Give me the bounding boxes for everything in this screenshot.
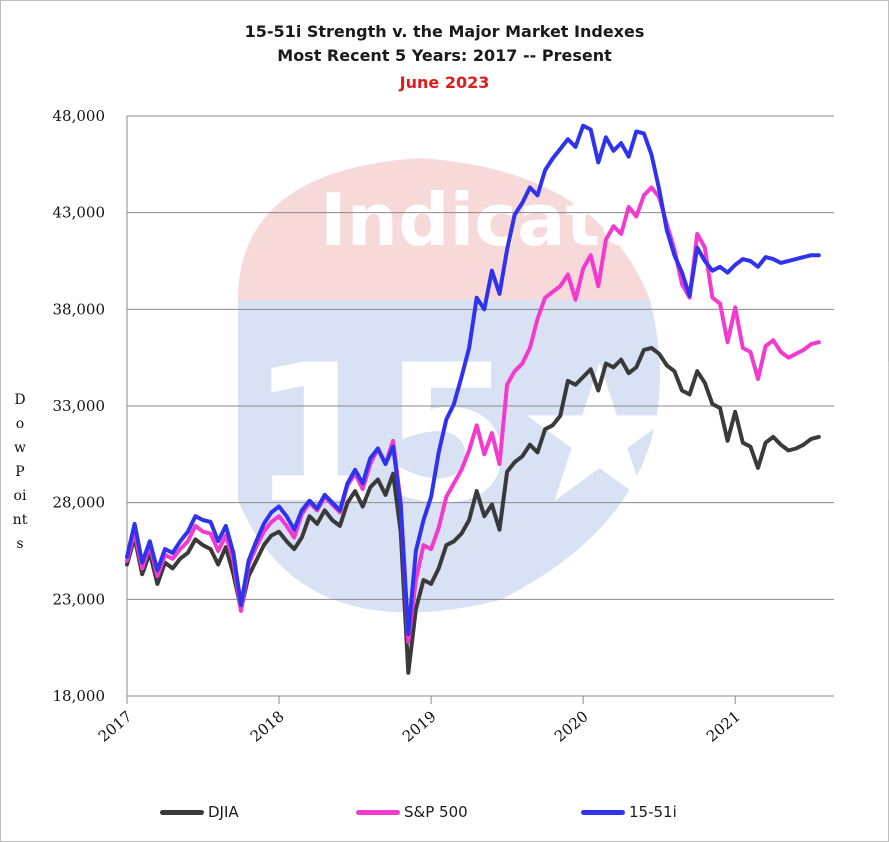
- legend-label-1551i: 15-51i: [629, 803, 677, 821]
- chart-subtitle: Most Recent 5 Years: 2017 -- Present: [277, 46, 612, 65]
- x-tick-label: 2019: [399, 707, 440, 745]
- svg-text:15★51: 15★51: [250, 324, 889, 545]
- legend-item-1551i: 15-51i: [581, 802, 677, 822]
- y-tick-label: 43,000: [53, 204, 106, 222]
- y-tick-label: 33,000: [53, 397, 106, 415]
- y-tick-label: 48,000: [53, 107, 106, 125]
- chart-title: 15-51i Strength v. the Major Market Inde…: [244, 22, 645, 41]
- legend-swatch-sp500: [356, 809, 400, 815]
- x-tick-label: 2018: [247, 707, 288, 745]
- legend-swatch-djia: [160, 809, 204, 815]
- x-tick-label: 2021: [703, 707, 744, 745]
- y-axis-label: Dow Points: [12, 392, 28, 552]
- x-tick-label: 2017: [95, 707, 136, 745]
- legend-label-sp500: S&P 500: [404, 803, 468, 821]
- x-tick-label: 2020: [551, 707, 592, 745]
- series-line-15-51i: [125, 123, 821, 637]
- svg-text:Indicator: Indicator: [320, 178, 685, 262]
- legend-swatch-1551i: [581, 809, 625, 815]
- legend-item-djia: DJIA: [160, 802, 239, 822]
- y-tick-label: 38,000: [53, 300, 106, 318]
- indicator-logo-watermark: Indicator 15★51: [238, 158, 889, 613]
- y-tick-label: 28,000: [53, 494, 106, 512]
- chart-date-label: June 2023: [399, 73, 490, 92]
- legend-label-djia: DJIA: [208, 803, 239, 821]
- legend-item-sp500: S&P 500: [356, 802, 468, 822]
- y-tick-label: 18,000: [53, 687, 106, 705]
- y-tick-label: 23,000: [53, 590, 106, 608]
